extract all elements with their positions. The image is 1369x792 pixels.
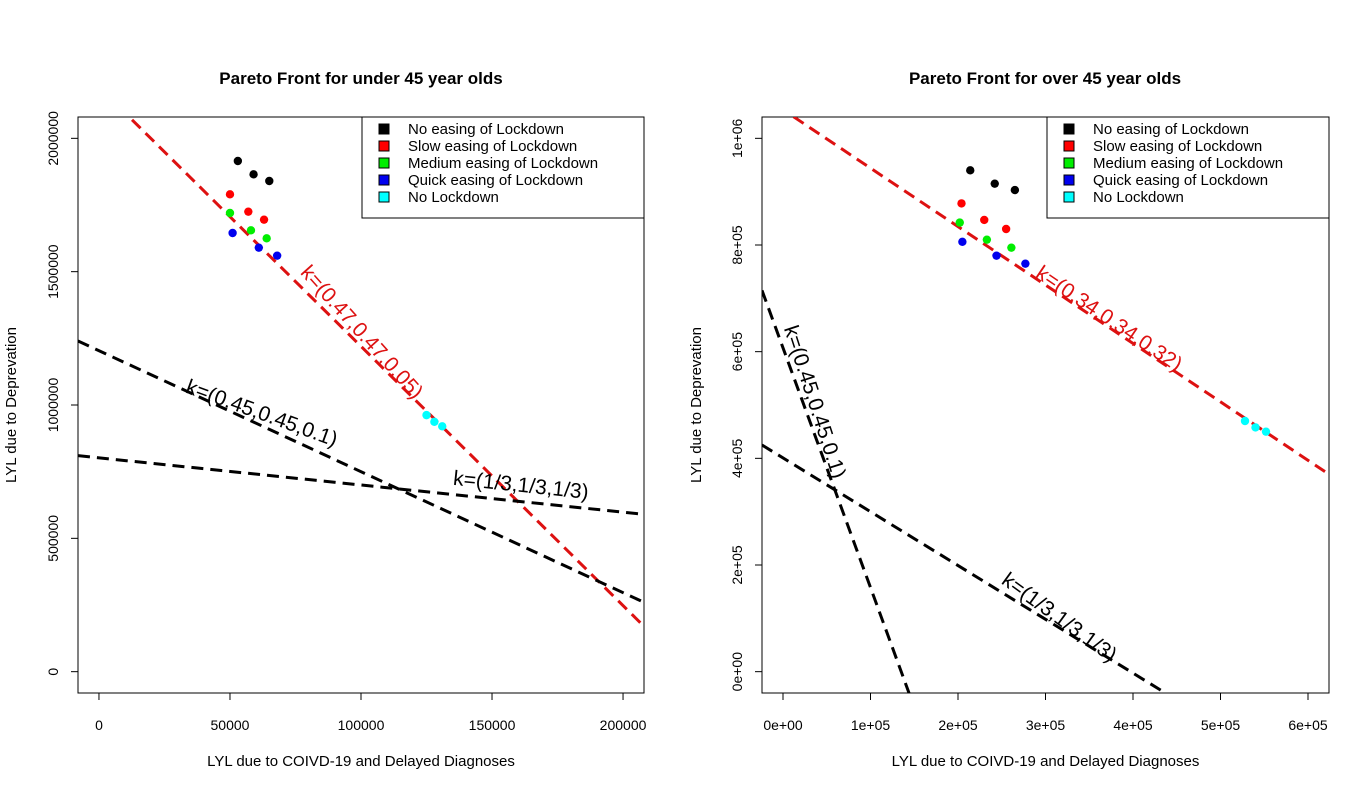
legend-label: No Lockdown	[408, 189, 499, 206]
y-tick-label: 2000000	[45, 111, 61, 166]
data-point	[228, 228, 237, 238]
dashed-line-k13	[762, 443, 1167, 693]
data-point	[246, 226, 256, 235]
chart-title: Pareto Front for under 45 year olds	[219, 69, 502, 88]
data-point	[1001, 224, 1011, 234]
data-point	[249, 170, 258, 179]
legend-swatch	[1063, 140, 1075, 152]
dashed-lines	[78, 117, 644, 628]
legend-label: Medium easing of Lockdown	[408, 155, 598, 172]
legend-label: No easing of Lockdown	[408, 121, 564, 138]
x-tick-label: 3e+05	[1026, 717, 1066, 733]
data-point	[438, 422, 447, 431]
data-point	[259, 215, 269, 224]
legend-swatch	[378, 191, 390, 203]
data-point	[966, 166, 975, 175]
legend-box	[1046, 116, 1330, 219]
plot-frame	[761, 116, 1330, 694]
data-point	[262, 234, 271, 243]
x-axis-label: LYL due to COIVD-19 and Delayed Diagnose…	[892, 753, 1200, 770]
x-tick-label: 4e+05	[1113, 717, 1153, 733]
x-tick-label: 150000	[469, 717, 516, 733]
data-point	[1007, 243, 1016, 252]
data-point	[955, 218, 964, 227]
y-tick-label: 4e+05	[729, 438, 745, 478]
data-point	[265, 176, 274, 186]
y-tick-label: 1e+06	[729, 118, 745, 158]
data-point	[272, 251, 282, 260]
y-tick-label: 6e+05	[729, 332, 745, 372]
x-tick-label: 0e+00	[763, 717, 803, 733]
y-tick-label: 1500000	[45, 244, 61, 299]
legend-swatch	[378, 174, 390, 186]
data-point	[430, 417, 439, 426]
legend-swatch	[1063, 191, 1075, 203]
x-axis-label: LYL due to COIVD-19 and Delayed Diagnose…	[207, 753, 515, 770]
legend-swatch	[1063, 123, 1075, 135]
data-point	[957, 199, 966, 208]
data-point	[225, 208, 235, 218]
legend-swatch	[1063, 174, 1075, 186]
legend-label: Quick easing of Lockdown	[408, 172, 583, 189]
legend-swatch	[378, 123, 390, 135]
data-point	[422, 410, 431, 420]
legend-label: No Lockdown	[1093, 189, 1184, 206]
chart-title: Pareto Front for over 45 year olds	[909, 69, 1181, 88]
data-point	[1021, 259, 1030, 268]
y-axis-label: LYL due to Deprevation	[3, 327, 20, 483]
dashed-lines	[762, 117, 1329, 693]
y-tick-label: 0e+00	[729, 652, 745, 692]
data-point	[244, 207, 253, 216]
legend-label: Medium easing of Lockdown	[1093, 155, 1283, 172]
data-point	[990, 179, 999, 188]
data-point	[982, 235, 992, 244]
scatter-points	[225, 156, 447, 431]
x-tick-label: 0	[95, 717, 103, 733]
legend-label: Slow easing of Lockdown	[408, 138, 577, 155]
legend-label: Slow easing of Lockdown	[1093, 138, 1262, 155]
y-tick-label: 8e+05	[729, 225, 745, 265]
data-point	[958, 237, 967, 246]
legend-swatch	[378, 157, 390, 169]
x-tick-label: 200000	[600, 717, 647, 733]
data-point	[1251, 423, 1260, 432]
x-tick-label: 100000	[338, 717, 385, 733]
dashed-line-k045	[78, 339, 644, 604]
data-point	[233, 156, 243, 166]
y-tick-label: 0	[45, 668, 61, 676]
plot-frame	[77, 116, 645, 694]
data-point	[1010, 185, 1020, 195]
x-tick-label: 6e+05	[1288, 717, 1328, 733]
legend-label: Quick easing of Lockdown	[1093, 172, 1268, 189]
scatter-points	[955, 166, 1271, 436]
legend-swatch	[378, 140, 390, 152]
data-point	[225, 190, 235, 199]
legend-label: No easing of Lockdown	[1093, 121, 1249, 138]
x-tick-label: 5e+05	[1201, 717, 1241, 733]
x-tick-label: 50000	[211, 717, 250, 733]
y-tick-label: 2e+05	[729, 545, 745, 585]
data-point	[980, 215, 989, 225]
x-tick-label: 1e+05	[851, 717, 891, 733]
data-point	[254, 243, 264, 252]
y-tick-label: 1000000	[45, 378, 61, 433]
y-tick-label: 500000	[45, 515, 61, 562]
legend-swatch	[1063, 157, 1075, 169]
data-point	[1240, 416, 1250, 426]
y-axis-label: LYL due to Deprevation	[688, 327, 705, 483]
x-tick-label: 2e+05	[938, 717, 978, 733]
data-point	[992, 251, 1001, 260]
data-point	[1261, 427, 1271, 436]
legend-box	[361, 116, 645, 219]
